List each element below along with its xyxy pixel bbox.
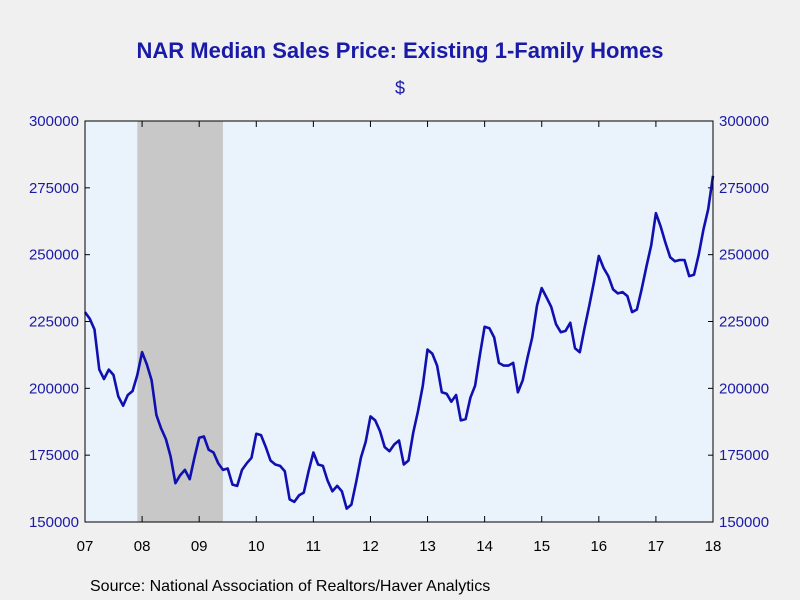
x-tick-label: 07 — [77, 538, 94, 555]
y-tick-label: 250000 — [29, 247, 79, 264]
y-tick-label-right: 300000 — [719, 113, 769, 130]
recession-band — [137, 121, 223, 522]
x-tick-label: 11 — [306, 538, 322, 555]
x-axis-labels: 07 08 09 10 11 12 13 14 15 16 17 18 — [77, 538, 722, 555]
x-tick-label: 14 — [476, 538, 493, 555]
x-tick-label: 08 — [134, 538, 151, 555]
x-tick-label: 17 — [648, 538, 665, 555]
y-tick-label-right: 150000 — [719, 514, 769, 531]
y-tick-label-right: 250000 — [719, 247, 769, 264]
series-line — [83, 175, 715, 510]
y-tick-label-right: 200000 — [719, 380, 769, 397]
y-tick-label: 150000 — [29, 514, 79, 531]
x-tick-label: 16 — [590, 538, 607, 555]
y-tick-label: 175000 — [29, 447, 79, 464]
chart-title: NAR Median Sales Price: Existing 1-Famil… — [136, 38, 664, 63]
y-tick-label-right: 275000 — [719, 180, 769, 197]
x-tick-label: 10 — [248, 538, 265, 555]
axis-ticks — [84, 120, 714, 523]
y-tick-label-right: 225000 — [719, 314, 769, 331]
y-tick-label: 275000 — [29, 180, 79, 197]
x-tick-label: 09 — [191, 538, 208, 555]
x-tick-label: 18 — [705, 538, 722, 555]
y-tick-label-right: 175000 — [719, 447, 769, 464]
x-tick-label: 12 — [362, 538, 379, 555]
y-tick-label: 200000 — [29, 380, 79, 397]
y-tick-label: 300000 — [29, 113, 79, 130]
y-tick-label: 225000 — [29, 314, 79, 331]
y-axis-right-labels: 150000 175000 200000 225000 250000 275000 3000… — [719, 113, 769, 531]
plot-frame — [84, 120, 714, 523]
source-note: Source: National Association of Realtors… — [90, 578, 491, 595]
x-tick-label: 13 — [419, 538, 436, 555]
y-axis-left-labels: 150000 175000 200000 225000 250000 275000 3000… — [29, 113, 79, 531]
chart-subtitle: $ — [394, 78, 405, 98]
x-tick-label: 15 — [533, 538, 550, 555]
